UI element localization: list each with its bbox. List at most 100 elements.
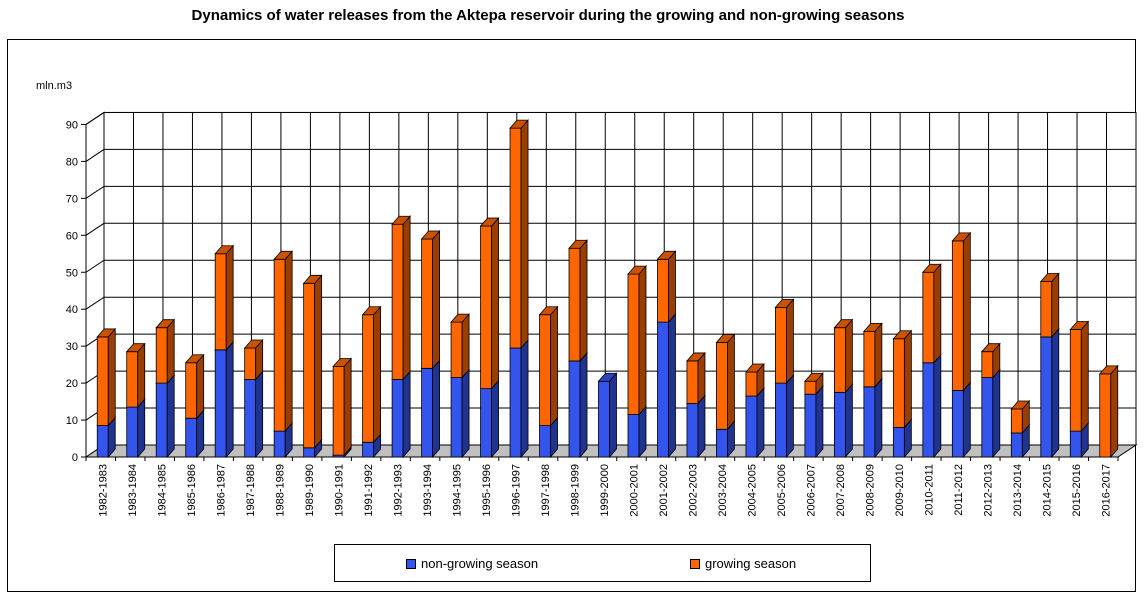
bar-growing-front — [804, 380, 817, 395]
bar-non-growing-side — [579, 351, 588, 459]
bar-non-growing-front — [981, 377, 994, 458]
bar-growing-front — [303, 282, 316, 449]
bar-growing-side — [874, 322, 883, 388]
bar-non-growing-side — [402, 370, 411, 459]
bar-growing-top — [361, 306, 382, 316]
bar-growing-side — [550, 305, 558, 427]
bar-non-growing-front — [480, 388, 492, 458]
bar-growing-front — [686, 360, 699, 404]
bar-growing-side — [1051, 272, 1060, 338]
gridline — [85, 222, 1136, 236]
bar-growing-side — [962, 231, 971, 392]
bar-growing-side — [579, 239, 588, 362]
bar-non-growing-front — [421, 367, 433, 458]
gridline — [85, 259, 1136, 273]
bar-growing-top — [420, 230, 441, 240]
gridline — [85, 148, 1136, 162]
bar-growing-top — [774, 298, 795, 308]
bar-non-growing-front — [657, 321, 669, 458]
bar-growing-side — [638, 265, 647, 416]
x-tick-label: 2007-2008 — [835, 464, 847, 517]
y-tick-label: 90 — [66, 119, 78, 131]
bar-growing-front — [657, 258, 669, 323]
bar-growing-top — [538, 306, 559, 316]
x-tick-label: 1986-1987 — [216, 464, 228, 517]
x-tick-label: 2008-2009 — [864, 464, 876, 517]
bar-growing-front — [480, 225, 492, 390]
bar-growing-front — [155, 327, 168, 384]
x-tick-label: 1991-1992 — [363, 464, 375, 517]
bar-growing-side — [844, 318, 853, 394]
x-tick-label: 1990-1991 — [334, 464, 346, 517]
bar-non-growing-front — [1010, 432, 1023, 458]
bar-non-growing-front — [539, 425, 551, 458]
bar-growing-side — [461, 313, 470, 379]
bar-non-growing-side — [638, 405, 647, 459]
bar-growing-front — [273, 258, 286, 432]
bar-non-growing-front — [833, 391, 846, 458]
x-tick-label: 1996-1997 — [511, 464, 523, 517]
bar-non-growing-front — [96, 425, 109, 458]
legend-item-non-growing: non-growing season — [406, 556, 538, 571]
bar-growing-top — [1010, 400, 1031, 410]
bar-non-growing-side — [255, 370, 264, 459]
bar-non-growing-front — [686, 403, 699, 458]
x-tick-label: 1997-1998 — [540, 464, 552, 517]
bar-growing-front — [1040, 281, 1053, 338]
bar-growing-front — [539, 314, 551, 426]
bar-growing-top — [715, 334, 736, 343]
bar-growing-top — [155, 319, 176, 329]
bar-non-growing-front — [745, 395, 758, 458]
x-tick-label: 1985-1986 — [186, 464, 198, 517]
bar-growing-side — [314, 274, 323, 449]
bar-growing-front — [509, 127, 522, 349]
bar-non-growing-front — [775, 382, 787, 458]
legend-label-growing: growing season — [705, 556, 797, 571]
bar-growing-top — [184, 354, 205, 364]
x-tick-label: 1998-1999 — [570, 464, 582, 517]
bar-non-growing-side — [962, 381, 971, 459]
bar-growing-front — [627, 273, 640, 415]
bar-non-growing-front — [922, 362, 935, 458]
y-axis-label: mln.m3 — [36, 80, 72, 92]
bar-non-growing-front — [598, 380, 610, 458]
y-tick-label: 10 — [66, 415, 78, 427]
bar-non-growing-front — [362, 441, 375, 458]
bar-growing-top — [450, 313, 470, 323]
bar-growing-top — [833, 319, 854, 329]
bar-non-growing-side — [520, 338, 529, 459]
x-tick-label: 2013-2014 — [1012, 464, 1024, 517]
x-tick-label: 2010-2011 — [923, 464, 935, 516]
bar-non-growing-front — [214, 349, 227, 458]
x-tick-label: 2000-2001 — [628, 464, 640, 517]
bar-non-growing-side — [992, 368, 1001, 459]
bar-non-growing-front — [303, 447, 316, 458]
bar-growing-top — [509, 119, 529, 129]
bar-non-growing-front — [244, 379, 257, 458]
bar-non-growing-front — [1069, 430, 1082, 458]
x-tick-label: 2012-2013 — [982, 464, 994, 517]
bar-growing-top — [1039, 273, 1060, 282]
bar-non-growing-front — [892, 427, 905, 458]
legend-swatch-growing — [690, 558, 700, 569]
x-tick-label: 1989-1990 — [304, 464, 316, 517]
bar-growing-top — [980, 343, 1001, 353]
bar-growing-front — [892, 338, 905, 428]
bar-growing-top — [627, 265, 647, 275]
bar-growing-side — [373, 305, 382, 444]
x-tick-label: 2001-2002 — [658, 464, 670, 517]
bar-growing-top — [804, 372, 824, 382]
bar-non-growing-front — [155, 382, 168, 458]
bar-growing-side — [166, 318, 175, 385]
y-tick-label: 60 — [66, 230, 78, 242]
bar-non-growing-side — [491, 379, 499, 459]
bar-growing-front — [775, 306, 787, 384]
bar-growing-top — [568, 239, 588, 249]
bar-non-growing-side — [609, 372, 617, 459]
bar-non-growing-side — [933, 353, 942, 459]
bar-growing-front — [568, 247, 581, 362]
bar-growing-front — [244, 347, 257, 380]
bar-growing-front — [96, 336, 109, 426]
bar-growing-top — [951, 232, 972, 242]
